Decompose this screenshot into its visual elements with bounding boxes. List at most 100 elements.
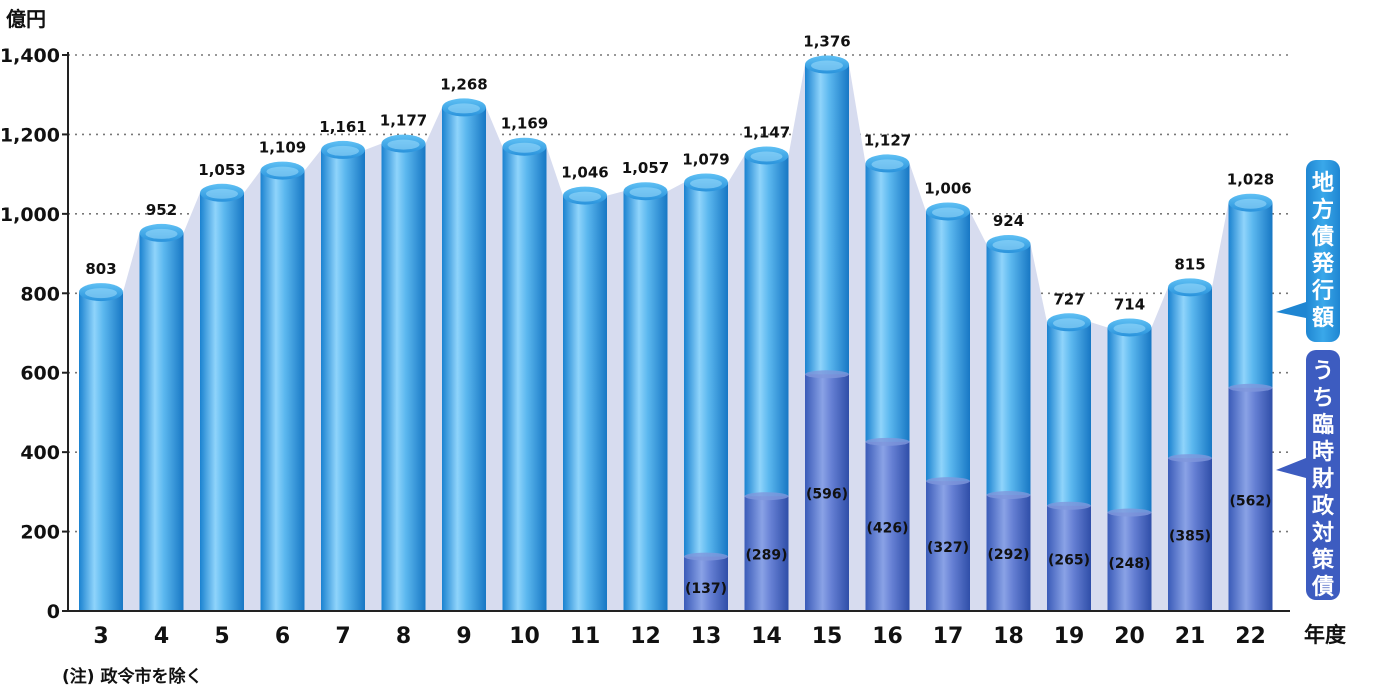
footnote: (注) 政令市を除く [62,667,203,687]
y-tick-label: 600 [20,363,60,385]
x-tick-label: 7 [335,624,350,649]
bar-cap-highlight [387,139,420,150]
legend-char: 時 [1312,440,1334,465]
bar-cap-highlight [85,288,117,299]
total-value-label: 924 [993,212,1024,230]
bar-total [381,143,426,611]
bar-total [684,182,728,612]
y-tick-label: 0 [47,601,60,623]
bar-special-bond [1228,387,1273,611]
legend-char: 債 [1311,575,1334,600]
total-value-label: 1,376 [803,33,850,51]
bar-cap-highlight [1113,323,1146,334]
x-tick-label: 21 [1175,624,1206,649]
bar-special-bond-top [1168,454,1212,463]
bar-special-bond-top [926,477,970,486]
y-unit-label: 億円 [6,7,46,31]
bar-cap-highlight [690,178,722,189]
bar-cap-highlight [448,103,480,114]
bar-cap-highlight [1234,198,1267,209]
x-tick-label: 19 [1054,624,1085,649]
legend-char: 地 [1312,171,1334,196]
bar-cap-highlight [629,187,662,198]
x-tick-label: 14 [751,624,782,649]
total-value-label: 1,079 [682,150,729,168]
bar-special-bond [1168,458,1212,611]
x-tick-label: 3 [93,624,108,649]
total-value-label: 1,046 [561,164,608,182]
x-tick-label: 10 [509,624,540,649]
total-value-label: 1,109 [259,139,306,157]
legend-char: 発 [1311,252,1335,277]
bar-cap-highlight [932,207,964,218]
bar-special-bond [926,481,970,611]
x-tick-label: 8 [396,624,411,649]
special-bond-label: (385) [1169,529,1211,545]
y-tick-label: 200 [20,522,60,544]
legend-char: 策 [1312,547,1335,573]
y-tick-label: 1,000 [0,204,60,226]
special-bond-label: (289) [745,548,787,564]
bar-cap-highlight [145,228,178,239]
bar-special-bond-top [684,552,728,561]
special-bond-label: (596) [806,487,848,503]
bar-special-bond [1047,505,1091,611]
bar-special-bond-top [1228,383,1273,392]
x-tick-label: 16 [872,624,903,649]
total-value-label: 952 [146,201,177,219]
legend-issue-amount: 地方債発行額地方債発行額 [1276,160,1340,342]
bar-total [200,192,244,611]
y-tick-labels: 0 200 400 600 800 1,000 1,200 1,400 [0,45,60,623]
bar-total [502,146,547,612]
special-bond-label: (426) [866,520,908,536]
bar-special-bond [865,441,910,611]
x-tick-label: 17 [933,624,964,649]
bar-total [260,170,305,611]
total-value-label: 1,177 [380,112,427,130]
bar-total [442,107,486,612]
special-bond-label: (327) [927,540,969,556]
total-value-label: 1,053 [198,161,245,179]
total-value-label: 815 [1174,255,1205,273]
special-bond-label: (292) [987,547,1029,563]
bar-special-bond-top [744,492,789,501]
x-tick-label: 15 [812,624,843,649]
bar-cap-highlight [206,188,238,199]
bar-total [79,292,123,611]
total-value-label: 714 [1114,295,1145,313]
x-tick-label: 5 [214,624,229,649]
background-area-shape [79,64,1273,611]
bar-cap-highlight [992,240,1025,251]
bar-special-bond [744,496,789,611]
x-tick-labels: 3 4 5 6 7 8 9 10 11 12 13 14 15 16 17 18 19 20 21 22 [93,624,1265,649]
bar-total [563,195,607,612]
bar-total [623,191,668,611]
special-bond-label: (265) [1048,552,1090,568]
legend-char: 財 [1312,467,1334,492]
legend-char: 債 [1311,225,1334,250]
legend-special-bond: うち臨時財政対策債うち臨時財政対策債 [1276,350,1340,600]
bar-cap-highlight [1053,318,1085,329]
y-tick-label: 1,400 [0,45,60,67]
bar-cap-highlight [871,159,904,170]
total-value-label: 727 [1053,290,1084,308]
x-tick-label: 18 [993,624,1024,649]
total-value-label: 1,147 [743,123,790,141]
bar-cap-highlight [1174,283,1206,294]
bar-special-bond-top [1107,508,1152,517]
legend: 地方債発行額地方債発行額 うち臨時財政対策債うち臨時財政対策債 [1276,160,1340,600]
y-tick-label: 800 [20,283,60,305]
bar-special-bond [684,556,728,611]
bar-total [139,232,184,612]
special-bond-label: (248) [1108,556,1150,572]
total-value-label: 1,057 [622,159,669,177]
bar-cap-highlight [266,166,299,177]
x-tick-label: 13 [691,624,722,649]
bar-special-bond [1107,512,1152,611]
legend-char: 方 [1312,197,1334,223]
x-tick-label: 11 [570,624,601,649]
x-tick-label: 9 [456,624,471,649]
bar-cap-highlight [569,191,601,202]
y-tick-label: 400 [20,442,60,464]
